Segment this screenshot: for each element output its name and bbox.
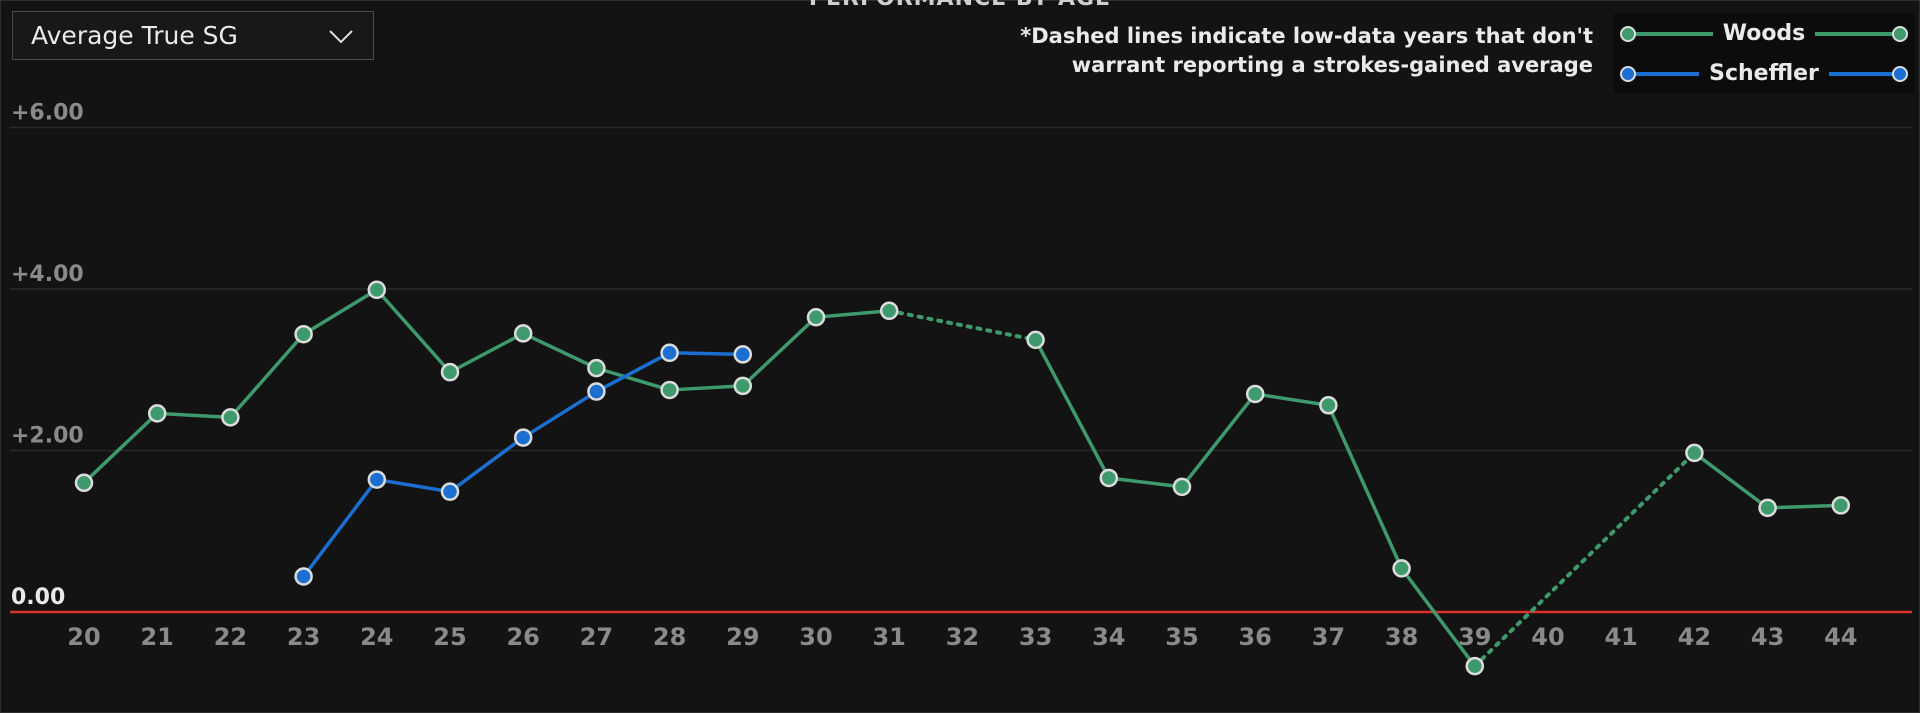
woods-point-age-39[interactable] <box>1465 656 1485 676</box>
x-tick-label: 26 <box>506 623 539 651</box>
x-tick-label: 30 <box>799 623 832 651</box>
dashed-lines-note: *Dashed lines indicate low-data years th… <box>1020 22 1593 80</box>
scheffler-series-segment <box>667 351 745 357</box>
x-tick-label: 37 <box>1312 623 1345 651</box>
x-tick-label: 42 <box>1678 623 1711 651</box>
woods-point-age-23[interactable] <box>294 324 313 344</box>
woods-series-segment <box>741 315 818 388</box>
woods-series-segment <box>1107 476 1184 489</box>
woods-series-segment <box>814 309 891 320</box>
note-line-1: *Dashed lines indicate low-data years th… <box>1020 24 1593 48</box>
woods-point-age-43[interactable] <box>1758 498 1777 518</box>
chart-title: PERFORMANCE BY AGE <box>0 0 1920 11</box>
scheffler-point-age-23[interactable] <box>294 567 313 586</box>
woods-series-segment <box>594 366 672 392</box>
woods-series-segment <box>1765 503 1843 510</box>
scheffler-point-age-24[interactable] <box>367 470 387 489</box>
x-tick-label: 28 <box>653 623 686 651</box>
x-tick-label: 41 <box>1604 623 1637 651</box>
woods-point-age-24[interactable] <box>367 280 387 300</box>
x-tick-label: 31 <box>872 623 905 651</box>
x-tick-label: 36 <box>1238 623 1271 651</box>
woods-series-segment-dashed <box>887 308 1038 342</box>
y-tick-label: +2.00 <box>11 424 84 449</box>
x-tick-label: 22 <box>214 623 247 651</box>
x-tick-label: 34 <box>1092 623 1125 651</box>
woods-series-segment <box>448 331 525 374</box>
x-tick-label: 33 <box>1019 623 1052 651</box>
woods-series-segment <box>1253 392 1331 408</box>
woods-point-age-30[interactable] <box>806 308 826 327</box>
woods-point-age-26[interactable] <box>513 324 533 343</box>
woods-point-age-35[interactable] <box>1172 477 1192 497</box>
x-tick-label: 32 <box>946 623 979 651</box>
woods-point-age-27[interactable] <box>587 358 606 378</box>
x-tick-label: 24 <box>360 623 393 651</box>
metric-dropdown[interactable]: Average True SG <box>12 11 374 60</box>
y-tick-label: +4.00 <box>11 262 84 287</box>
woods-point-age-29[interactable] <box>733 376 753 396</box>
x-tick-label: 39 <box>1458 623 1491 651</box>
legend-item-woods[interactable]: Woods <box>1613 14 1915 54</box>
woods-series-segment <box>1399 566 1477 668</box>
x-tick-label: 35 <box>1165 623 1198 651</box>
scheffler-point-age-25[interactable] <box>440 482 460 501</box>
woods-series-segment <box>228 332 306 420</box>
woods-point-age-25[interactable] <box>440 362 460 382</box>
woods-point-age-28[interactable] <box>660 380 679 400</box>
woods-point-age-36[interactable] <box>1245 384 1265 404</box>
scheffler-point-age-28[interactable] <box>660 343 679 363</box>
scheffler-point-age-27[interactable] <box>587 382 606 401</box>
y-tick-label: 0.00 <box>11 585 65 610</box>
woods-series-segment <box>301 288 379 336</box>
woods-point-age-22[interactable] <box>221 408 240 427</box>
chevron-down-icon <box>329 29 353 43</box>
note-line-2: warrant reporting a strokes-gained avera… <box>1071 53 1593 77</box>
woods-point-age-37[interactable] <box>1319 396 1338 415</box>
legend-label-woods: Woods <box>1712 21 1816 46</box>
woods-series-segment <box>1033 338 1111 480</box>
metric-dropdown-label: Average True SG <box>31 21 238 50</box>
woods-series-segment-dashed <box>1472 450 1697 669</box>
x-tick-label: 44 <box>1824 623 1857 651</box>
woods-series-segment <box>375 288 452 374</box>
chart-legend: Woods Scheffler <box>1613 14 1915 94</box>
scheffler-point-age-29[interactable] <box>733 345 753 364</box>
scheffler-series-segment <box>521 389 599 440</box>
woods-point-age-33[interactable] <box>1026 330 1045 350</box>
scheffler-series-segment <box>448 435 525 494</box>
woods-series-segment <box>1326 403 1404 571</box>
x-tick-label: 40 <box>1531 623 1564 651</box>
scheffler-series-segment <box>594 351 672 394</box>
woods-point-age-42[interactable] <box>1685 443 1704 463</box>
woods-series-segment <box>667 384 745 392</box>
x-tick-label: 38 <box>1385 623 1418 651</box>
woods-series-segment <box>155 411 233 420</box>
legend-label-scheffler: Scheffler <box>1699 61 1829 86</box>
x-tick-label: 23 <box>287 623 320 651</box>
legend-item-scheffler[interactable]: Scheffler <box>1613 54 1915 94</box>
x-tick-label: 20 <box>67 623 100 651</box>
y-tick-label: +6.00 <box>11 101 84 126</box>
woods-point-age-38[interactable] <box>1392 559 1411 578</box>
woods-series-segment <box>1180 392 1257 489</box>
woods-point-age-20[interactable] <box>74 473 94 493</box>
x-tick-label: 21 <box>140 623 173 651</box>
x-tick-label: 29 <box>726 623 759 651</box>
woods-series-segment <box>82 411 159 485</box>
woods-point-age-31[interactable] <box>879 301 899 321</box>
woods-point-age-34[interactable] <box>1099 468 1119 488</box>
woods-point-age-21[interactable] <box>147 404 167 423</box>
x-tick-label: 43 <box>1751 623 1784 651</box>
woods-series-segment <box>521 331 599 370</box>
scheffler-point-age-26[interactable] <box>513 428 533 447</box>
woods-series-segment <box>1692 451 1770 510</box>
scheffler-series-segment <box>301 477 379 579</box>
x-tick-label: 27 <box>580 623 613 651</box>
x-tick-label: 25 <box>433 623 466 651</box>
woods-point-age-44[interactable] <box>1831 496 1851 515</box>
scheffler-series-segment <box>375 477 452 494</box>
